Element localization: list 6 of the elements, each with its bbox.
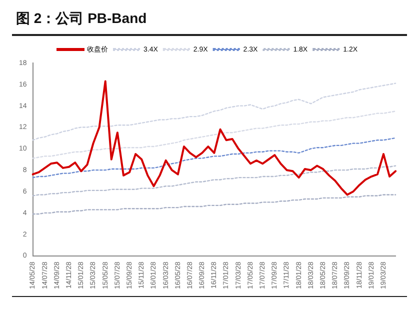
line-series [32,137,396,178]
line-series [32,165,396,196]
line-series [32,110,396,159]
line-series [32,194,396,215]
line-series [32,82,396,141]
chart-title: 图 2：公司 PB-Band [16,10,147,28]
